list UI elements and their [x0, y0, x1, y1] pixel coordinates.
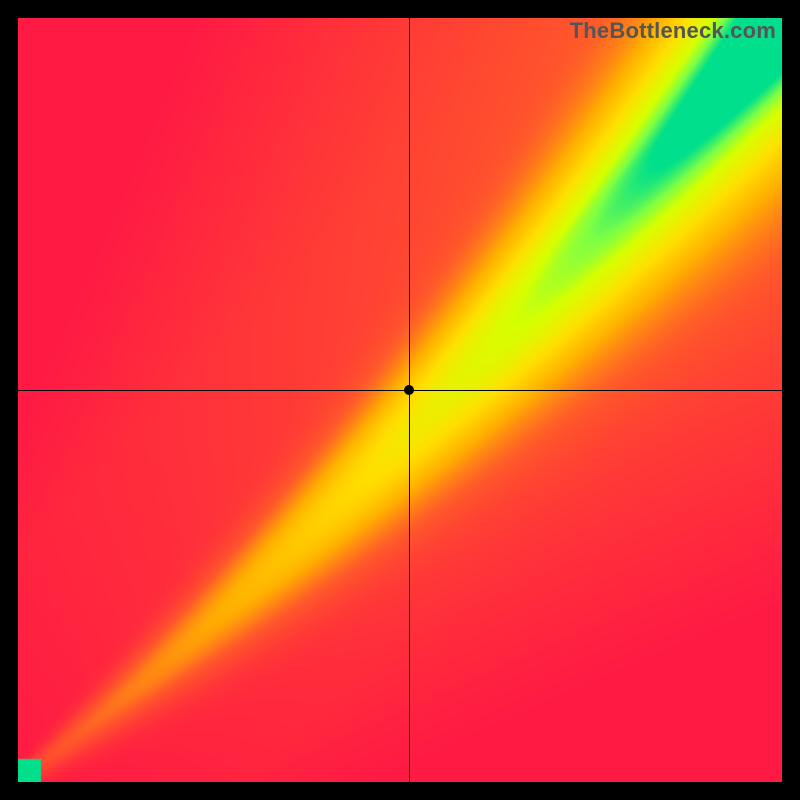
- intersection-marker: [404, 385, 414, 395]
- crosshair-vertical: [409, 18, 410, 782]
- frame: TheBottleneck.com: [0, 0, 800, 800]
- heatmap-canvas: [18, 18, 782, 782]
- crosshair-horizontal: [18, 390, 782, 391]
- plot-area: TheBottleneck.com: [18, 18, 782, 782]
- watermark-text: TheBottleneck.com: [564, 18, 782, 44]
